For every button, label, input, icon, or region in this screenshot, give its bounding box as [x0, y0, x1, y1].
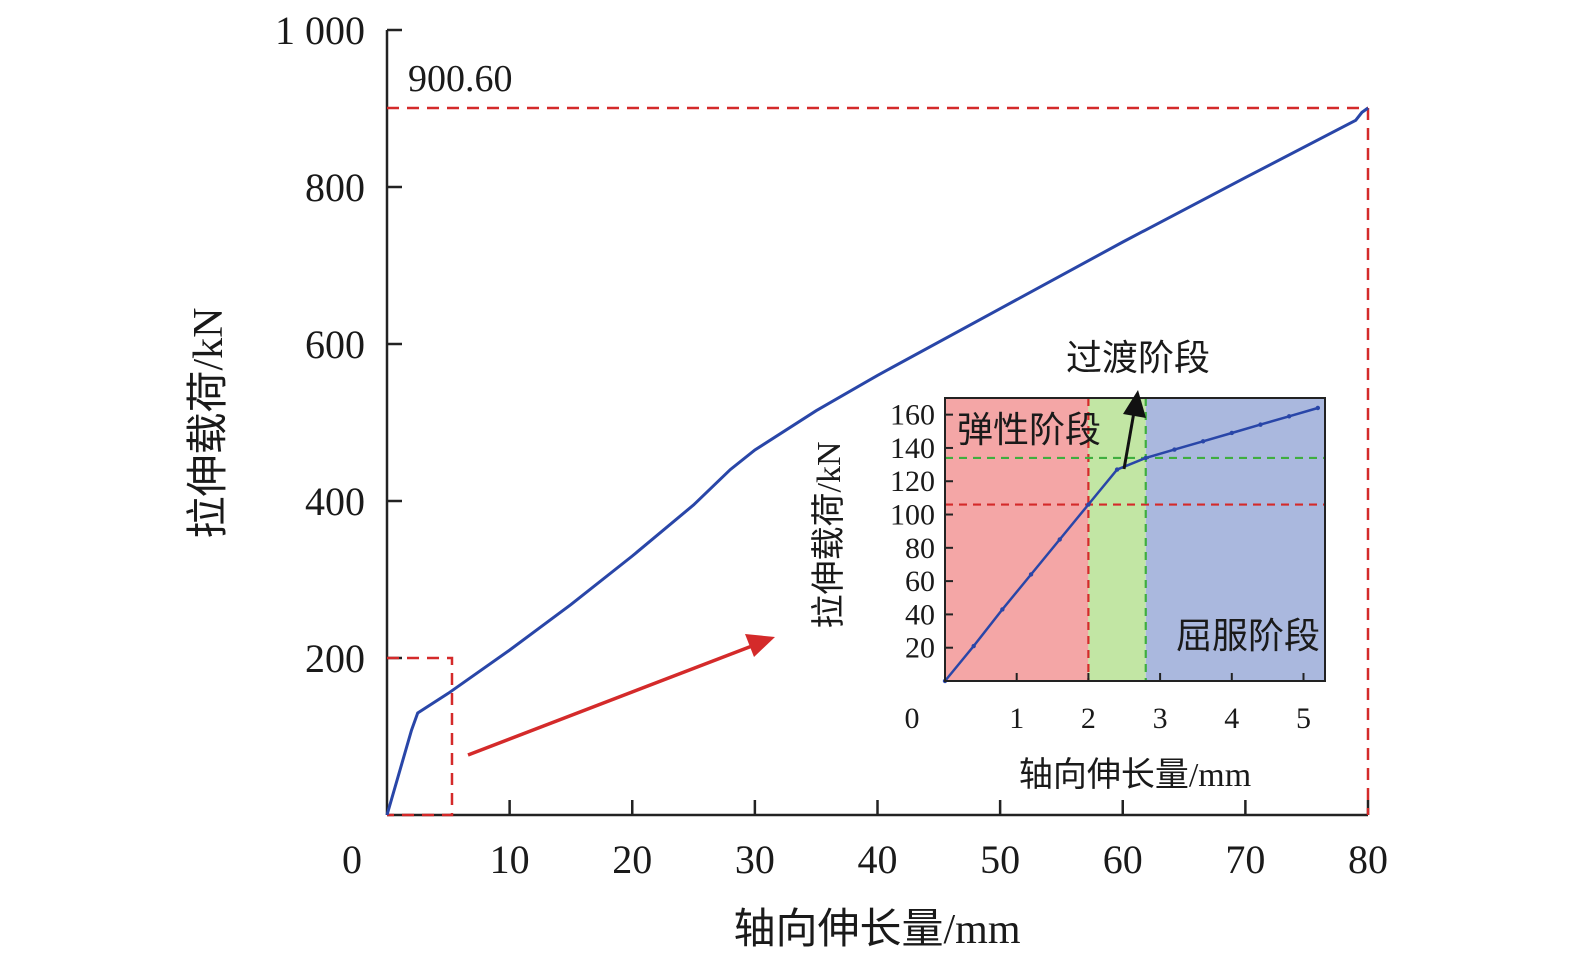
main-x-tick-label: 20 [612, 837, 652, 882]
main-y-tick-label: 200 [305, 636, 365, 681]
inset-data-point [1172, 447, 1177, 452]
inset-data-point [1086, 502, 1091, 507]
inset-x-axis-title: 轴向伸长量/mm [1019, 756, 1251, 794]
inset-region-band [1145, 398, 1325, 681]
inset-y-tick-label: 100 [890, 499, 935, 532]
inset-x-tick-label: 4 [1224, 702, 1239, 735]
main-x-tick-label: 30 [735, 837, 775, 882]
main-x-tick-label: 40 [858, 837, 898, 882]
inset-y-axis-title: 拉伸载荷/kN [810, 442, 848, 629]
peak-value-label: 900.60 [408, 58, 513, 100]
inset-region-label: 屈服阶段 [1176, 616, 1320, 656]
main-y-tick-label: 400 [305, 479, 365, 524]
main-y-tick-label: 800 [305, 165, 365, 210]
inset-y-tick-label: 160 [890, 399, 935, 432]
main-y-axis-title: 拉伸载荷/kN [185, 307, 232, 538]
inset-reference-lines [945, 398, 1325, 681]
inset-x-tick-label: 2 [1081, 702, 1096, 735]
inset-series-line [944, 406, 1319, 682]
inset-x-tick-label: 5 [1296, 702, 1311, 735]
inset-x-ticks: 0 1 2 3 4 5 [905, 673, 1311, 735]
main-reference-lines [387, 106, 1370, 817]
inset-region-label: 弹性阶段 [957, 410, 1101, 450]
main-x-tick-label: 80 [1348, 837, 1388, 882]
inset-data-point [1200, 439, 1206, 444]
inset-series-points [942, 405, 1321, 684]
main-x-tick-label: 0 [342, 837, 362, 882]
inset-x-tick-label: 1 [1009, 702, 1024, 735]
inset-y-tick-label: 120 [890, 465, 935, 498]
inset-y-tick-label: 60 [905, 565, 935, 598]
inset-y-tick-label: 20 [905, 632, 935, 665]
main-y-tick-label: 1 000 [275, 8, 365, 53]
main-x-tick-label: 60 [1103, 837, 1143, 882]
inset-data-point [1114, 467, 1120, 472]
inset-region-label: 过渡阶段 [1066, 338, 1210, 378]
transition-arrow [1122, 390, 1146, 470]
main-y-tick-label: 600 [305, 322, 365, 367]
inset-data-point [1315, 405, 1321, 411]
main-x-tick-label: 50 [980, 837, 1020, 882]
inset-y-tick-label: 40 [905, 598, 935, 631]
zoom-box [387, 656, 454, 817]
inset-data-point [971, 643, 976, 649]
inset-data-point [1258, 422, 1263, 427]
inset-data-point [1000, 607, 1005, 612]
inset-region-band [945, 398, 1089, 681]
main-y-ticks: 200 400 600 800 1 000 [275, 8, 402, 681]
inset-y-tick-label: 80 [905, 532, 935, 565]
main-x-axis-title: 轴向伸长量/mm [733, 907, 1020, 953]
inset-x-tick-label: 0 [905, 702, 920, 735]
inset-x-tick-label: 3 [1153, 702, 1168, 735]
main-x-ticks: 0 10 20 30 40 50 60 70 80 [342, 800, 1388, 882]
inset-region-band [1088, 398, 1146, 681]
inset-data-point [1057, 537, 1062, 542]
main-series-line [385, 106, 1369, 816]
inset-y-tick-label: 140 [890, 432, 935, 465]
inset-data-point [1028, 572, 1034, 577]
main-x-tick-label: 10 [490, 837, 530, 882]
inset-data-point [1286, 414, 1292, 419]
inset-regions [945, 398, 1325, 681]
main-x-tick-label: 70 [1225, 837, 1265, 882]
inset-data-point [1143, 455, 1148, 461]
zoom-arrow [467, 634, 775, 757]
inset-data-point [1229, 430, 1234, 436]
